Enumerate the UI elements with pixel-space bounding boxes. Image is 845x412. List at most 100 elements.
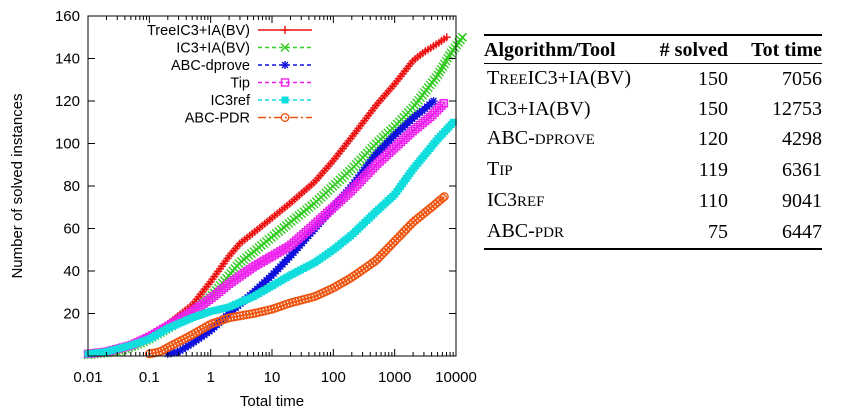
legend-entry-2: ABC-dprove (171, 58, 312, 74)
y-tick-label-0: 20 (63, 306, 80, 323)
series-5-point-106 (438, 193, 448, 203)
series-3-point-115 (384, 148, 394, 158)
row-time: 7056 (782, 68, 822, 90)
series-3-point-93 (334, 197, 344, 207)
series-3-point-91 (330, 202, 339, 211)
series-3-point-94 (337, 195, 346, 205)
row-time: 6447 (728, 217, 822, 250)
series-5-point-83 (383, 243, 393, 253)
series-3-point-75 (291, 236, 301, 245)
x-tick-label-5: 1000 (378, 369, 411, 386)
table-row: TREEIC3+IA(BV) 150 7056 (484, 64, 822, 96)
legend-marker-1 (280, 43, 290, 52)
header-solved: # solved (659, 39, 728, 61)
table-row: IC3+IA(BV) 150 12753 (484, 95, 822, 124)
series-3-point-84 (313, 217, 322, 226)
series-3-point-139 (439, 98, 449, 108)
series-4 (84, 118, 457, 358)
series-5-point-33 (241, 310, 251, 320)
table-header-row: Algorithm/Tool # solved Tot time (484, 35, 822, 64)
y-tick-label-7: 160 (55, 8, 80, 25)
series-3-point-136 (434, 103, 444, 113)
series-3-point-104 (359, 173, 369, 182)
legend-marker-3 (280, 78, 290, 87)
series-3-point-97 (344, 189, 353, 198)
series-3-point-118 (392, 142, 401, 151)
y-tick-label-3: 80 (63, 178, 80, 195)
series-3-point-110 (373, 159, 382, 168)
series-5-point-80 (377, 250, 387, 260)
series-3-point-78 (299, 230, 308, 239)
legend-label-3: Tip (230, 76, 250, 92)
solved-instances-chart: 0.01 0.1 1 10 100 1000 10000 20 40 60 80 100 120 140 1… (9, 8, 477, 410)
row-time: 9041 (782, 190, 822, 212)
series-3-point-98 (346, 187, 355, 196)
series-3-point-101 (353, 180, 362, 189)
results-table: Algorithm/Tool # solved Tot time TREEIC3… (484, 34, 822, 250)
row-algorithm: IC3REF (487, 189, 545, 211)
series-5-point-78 (372, 254, 382, 264)
series-5-point-91 (401, 224, 411, 234)
row-solved: 75 (642, 217, 728, 250)
table-body: TREEIC3+IA(BV) 150 7056 IC3+IA(BV) 150 12753 A… (484, 64, 822, 250)
x-tick-label-1: 0.1 (139, 369, 160, 386)
y-tick-label-6: 140 (55, 51, 80, 68)
series-3-point-107 (366, 166, 375, 175)
series-3-point-102 (355, 177, 364, 187)
header-algorithm: Algorithm/Tool (484, 39, 616, 61)
series-5-point-32 (238, 310, 248, 320)
series-3-point-117 (389, 144, 399, 153)
y-tick-label-5: 120 (55, 93, 80, 110)
series-1-point-158 (457, 32, 467, 42)
series-5-point-30 (232, 311, 242, 321)
series-3-point-124 (406, 129, 415, 138)
series-3-point-82 (308, 221, 318, 231)
row-algorithm: IC3+IA(BV) (487, 98, 591, 120)
series-3-point-120 (396, 137, 406, 147)
legend-entry-5: ABC-PDR (185, 111, 312, 127)
series-5-point-82 (381, 245, 391, 255)
series-5-point-34 (244, 309, 254, 319)
series-3-point-87 (320, 210, 330, 220)
legend-marker-4 (281, 96, 289, 104)
series-3-point-106 (364, 168, 373, 178)
series-3-point-88 (322, 208, 332, 218)
series-5-point-90 (399, 227, 409, 237)
series-5-point-84 (386, 240, 396, 250)
series-3-point-89 (325, 206, 334, 215)
legend-label-4: IC3ref (211, 93, 251, 109)
series-4-point-139 (449, 118, 457, 126)
x-tick-label-6: 10000 (435, 369, 477, 386)
table-row: ABC-PDR 75 6447 (484, 217, 822, 250)
y-axis-label: Number of solved instances (9, 93, 26, 278)
series-5-point-92 (403, 222, 413, 232)
series-5-point-29 (229, 312, 239, 322)
row-solved: 119 (698, 159, 728, 181)
series-5-point-85 (388, 238, 398, 248)
series-2-point-116 (429, 97, 438, 105)
series-3-point-111 (375, 157, 384, 166)
series-5-point-107 (439, 192, 449, 202)
legend-label-0: TreeIC3+IA(BV) (147, 23, 250, 39)
series-3-point-77 (296, 232, 306, 241)
table-row: ABC-DPROVE 120 4298 (484, 124, 822, 155)
chart-legend: TreeIC3+IA(BV) IC3+IA(BV)ABC-dprove TipIC3… (147, 23, 312, 127)
series-5-point-31 (235, 311, 245, 321)
row-algorithm: TIP (487, 158, 513, 180)
series-3-point-86 (318, 213, 327, 222)
x-tick-label-2: 1 (206, 369, 214, 386)
series-3-point-103 (357, 175, 367, 184)
row-solved: 110 (698, 190, 728, 212)
series-5-point-86 (390, 236, 400, 246)
series-3-point-122 (401, 133, 410, 142)
y-tick-label-1: 40 (63, 263, 80, 280)
row-algorithm: TREEIC3+IA(BV) (487, 67, 632, 89)
table-row: IC3REF 110 9041 (484, 186, 822, 217)
row-algorithm: ABC-DPROVE (487, 127, 595, 149)
header-time: Tot time (751, 39, 822, 61)
series-0-point-153 (442, 33, 451, 42)
series-5-point-28 (226, 312, 236, 322)
table-row: TIP 119 6361 (484, 155, 822, 186)
row-solved: 150 (698, 98, 728, 120)
series-3-point-133 (428, 110, 437, 120)
